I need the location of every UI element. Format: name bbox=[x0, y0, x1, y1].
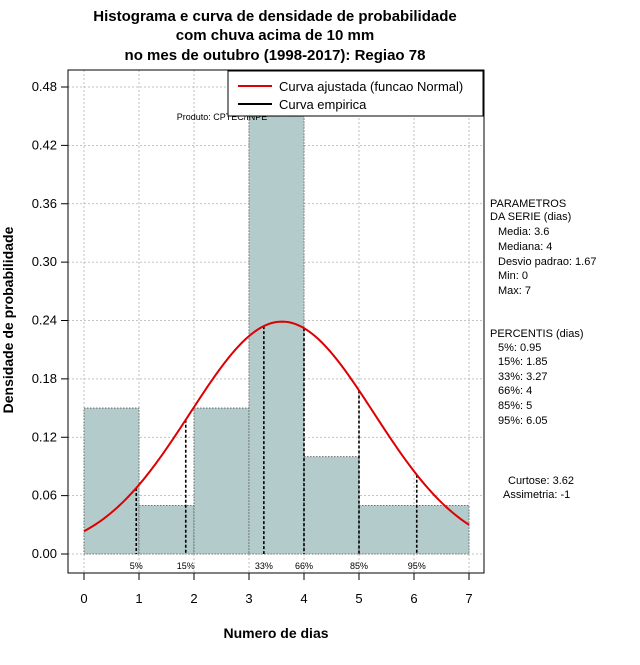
histogram-bar bbox=[193, 407, 250, 555]
percentil-95: 95%: 6.05 bbox=[498, 415, 548, 427]
legend: Curva ajustada (funcao Normal) Curva emp… bbox=[227, 70, 484, 117]
y-tick-label: 0.24 bbox=[32, 313, 57, 328]
percentil-66: 66%: 4 bbox=[498, 385, 532, 397]
axes: 0.00 0.06 0.12 0.18 0.24 0.30 0.36 0.42 0.48 0 1 2 3… bbox=[32, 79, 473, 606]
stat-min: Min: 0 bbox=[498, 270, 528, 282]
x-tick-label: 0 bbox=[80, 591, 87, 606]
histogram-bar bbox=[248, 115, 305, 555]
histogram-bar bbox=[358, 504, 470, 555]
stat-assimetria: Assimetria: -1 bbox=[503, 489, 570, 501]
chart-title-line-1: Histograma e curva de densidade de proba… bbox=[93, 8, 456, 25]
histogram-bar bbox=[83, 407, 140, 555]
x-tick-label: 4 bbox=[300, 591, 307, 606]
percentile-label: 66% bbox=[295, 561, 313, 571]
x-tick-label: 2 bbox=[190, 591, 197, 606]
stat-curtose: Curtose: 3.62 bbox=[508, 475, 574, 487]
legend-box bbox=[227, 70, 484, 117]
plot-frame bbox=[67, 69, 485, 574]
y-tick-label: 0.06 bbox=[32, 488, 57, 503]
percentil-85: 85%: 5 bbox=[498, 400, 532, 412]
stat-mediana: Mediana: 4 bbox=[498, 241, 552, 253]
stat-media: Media: 3.6 bbox=[498, 226, 549, 238]
y-tick-label: 0.12 bbox=[32, 429, 57, 444]
y-tick-label: 0.30 bbox=[32, 254, 57, 269]
percentile-label: 15% bbox=[177, 561, 195, 571]
y-tick-label: 0.48 bbox=[32, 79, 57, 94]
y-tick-label: 0.36 bbox=[32, 196, 57, 211]
percentile-markers: 5% 15% 33% 66% 85% 95% bbox=[130, 326, 426, 571]
chart-title-line-3: no mes de outubro (1998-2017): Regiao 78 bbox=[125, 47, 426, 64]
histogram-bars bbox=[83, 115, 470, 555]
x-axis-label: Numero de dias bbox=[223, 625, 328, 641]
x-tick-label: 6 bbox=[410, 591, 417, 606]
y-tick-label: 0.18 bbox=[32, 371, 57, 386]
parametros-title-1: PARAMETROS bbox=[490, 198, 566, 210]
normal-curve-line bbox=[83, 320, 470, 533]
x-tick-label: 1 bbox=[135, 591, 142, 606]
y-tick-label: 0.42 bbox=[32, 137, 57, 152]
percentile-label: 85% bbox=[350, 561, 368, 571]
percentil-5: 5%: 0.95 bbox=[498, 342, 541, 354]
stat-desvio: Desvio padrao: 1.67 bbox=[498, 256, 596, 268]
percentil-33: 33%: 3.27 bbox=[498, 371, 548, 383]
percentile-label: 95% bbox=[408, 561, 426, 571]
parametros-title-2: DA SERIE (dias) bbox=[490, 211, 571, 223]
credit-label: Produto: CPTEC/INPE bbox=[177, 112, 268, 122]
chart-title-line-2: com chuva acima de 10 mm bbox=[176, 27, 374, 44]
percentis-title: PERCENTIS (dias) bbox=[490, 328, 584, 340]
y-tick-label: 0.00 bbox=[32, 546, 57, 561]
percentile-label: 33% bbox=[255, 561, 273, 571]
percentile-label: 5% bbox=[130, 561, 143, 571]
normal-curve bbox=[83, 320, 470, 533]
stat-max: Max: 7 bbox=[498, 285, 531, 297]
side-panel: PARAMETROS DA SERIE (dias) Media: 3.6 Me… bbox=[490, 198, 596, 501]
x-tick-label: 5 bbox=[355, 591, 362, 606]
y-axis-label: Densidade de probabilidade bbox=[0, 226, 16, 413]
x-tick-label: 3 bbox=[245, 591, 252, 606]
legend-label-normal: Curva ajustada (funcao Normal) bbox=[279, 79, 463, 94]
histogram-bar bbox=[138, 504, 195, 555]
percentil-15: 15%: 1.85 bbox=[498, 356, 548, 368]
x-tick-label: 7 bbox=[465, 591, 472, 606]
histogram-bar bbox=[303, 456, 360, 555]
legend-label-empirical: Curva empirica bbox=[279, 97, 367, 112]
